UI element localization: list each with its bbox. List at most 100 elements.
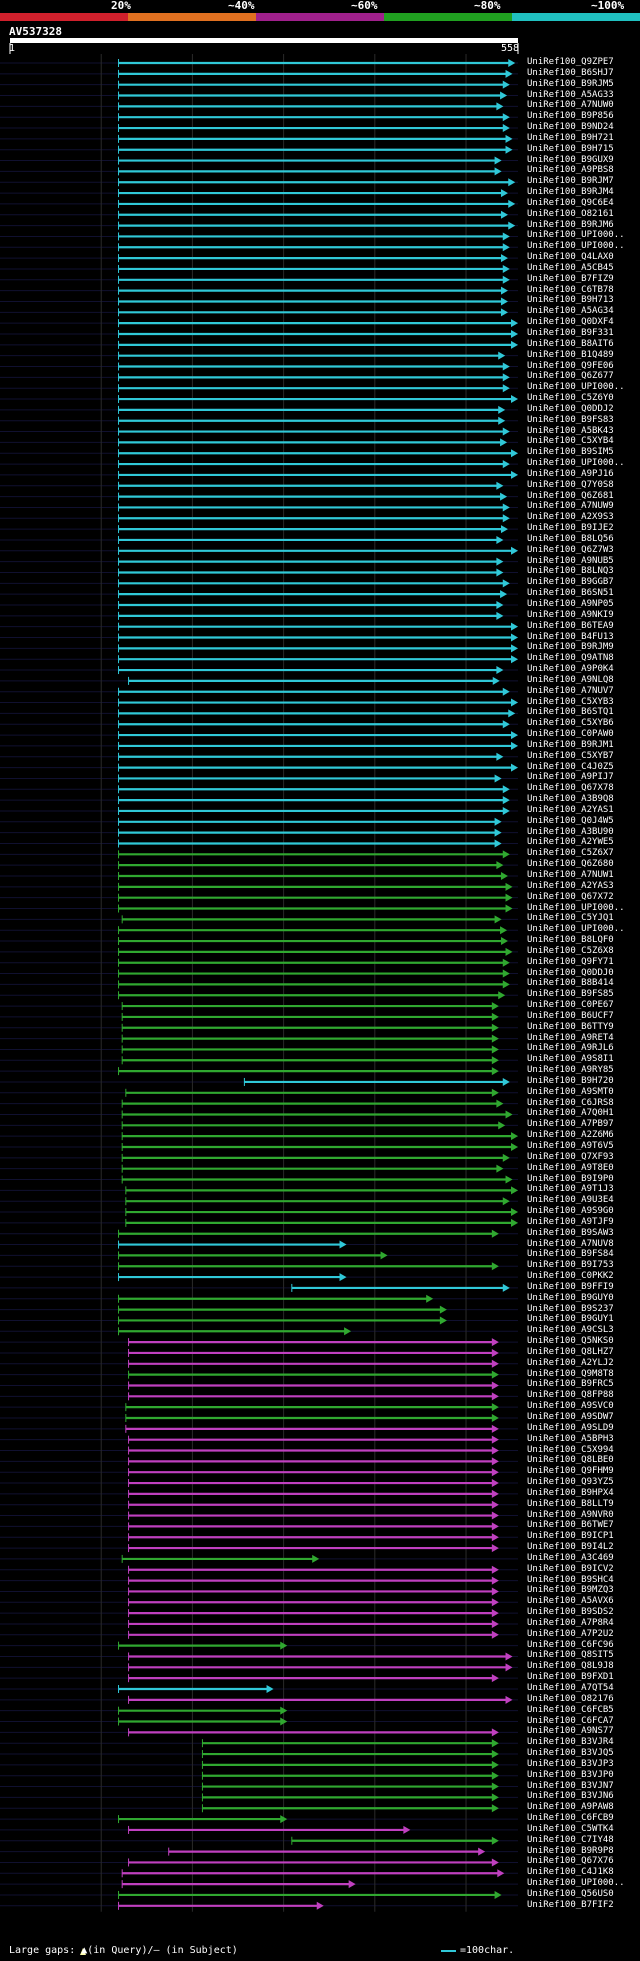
hit-label[interactable]: UniRef100_B6TTY9 (527, 1021, 614, 1032)
hit-label[interactable]: UniRef100_C5XYB7 (527, 750, 614, 761)
hit-label[interactable]: UniRef100_C5X994 (527, 1444, 614, 1455)
hit-label[interactable]: UniRef100_Q9C6E4 (527, 197, 614, 208)
hit-label[interactable]: UniRef100_B3VJP0 (527, 1769, 614, 1780)
hit-label[interactable]: UniRef100_A5AVX6 (527, 1596, 614, 1607)
hit-label[interactable]: UniRef100_C5Z6Y0 (527, 393, 614, 404)
hit-label[interactable]: UniRef100_A5BK43 (527, 425, 614, 436)
hit-label[interactable]: UniRef100_A2YAS3 (527, 880, 614, 891)
hit-label[interactable]: UniRef100_A7NUV7 (527, 685, 614, 696)
hit-label[interactable]: UniRef100_B9HPX4 (527, 1487, 614, 1498)
hit-label[interactable]: UniRef100_B9GGB7 (527, 577, 614, 588)
hit-label[interactable]: UniRef100_A2YWE5 (527, 837, 614, 848)
hit-label[interactable]: UniRef100_A9T8E0 (527, 1162, 614, 1173)
hit-label[interactable]: UniRef100_C6FCA7 (527, 1715, 614, 1726)
hit-label[interactable]: UniRef100_B9SDS2 (527, 1607, 614, 1618)
hit-label[interactable]: UniRef100_A9NLQ8 (527, 674, 614, 685)
hit-label[interactable]: UniRef100_B3VJQ5 (527, 1748, 614, 1759)
hit-label[interactable]: UniRef100_B9ICP1 (527, 1531, 614, 1542)
hit-label[interactable]: UniRef100_Q0J4W5 (527, 815, 614, 826)
hit-label[interactable]: UniRef100_A9CSL3 (527, 1325, 614, 1336)
hit-label[interactable]: UniRef100_B6STQ1 (527, 707, 614, 718)
hit-label[interactable]: UniRef100_A2YLJ2 (527, 1357, 614, 1368)
hit-label[interactable]: UniRef100_A5CB45 (527, 262, 614, 273)
hit-label[interactable]: UniRef100_B3VJN6 (527, 1791, 614, 1802)
hit-label[interactable]: UniRef100_A9RY85 (527, 1065, 614, 1076)
hit-label[interactable]: UniRef100_B8AIT6 (527, 338, 614, 349)
hit-label[interactable]: UniRef100_B8LLT9 (527, 1498, 614, 1509)
hit-label[interactable]: UniRef100_B9FFI9 (527, 1281, 614, 1292)
hit-label[interactable]: UniRef100_Q67X76 (527, 1856, 614, 1867)
hit-label[interactable]: UniRef100_B9FS83 (527, 414, 614, 425)
hit-label[interactable]: UniRef100_Q9FE06 (527, 360, 614, 371)
hit-label[interactable]: UniRef100_A9S8I1 (527, 1054, 614, 1065)
hit-label[interactable]: UniRef100_Q56US0 (527, 1888, 614, 1899)
hit-label[interactable]: UniRef100_C6TB78 (527, 284, 614, 295)
hit-label[interactable]: UniRef100_A7NUV8 (527, 1238, 614, 1249)
hit-label[interactable]: UniRef100_B7FIZ9 (527, 273, 614, 284)
hit-label[interactable]: UniRef100_C5YJQ1 (527, 913, 614, 924)
hit-label[interactable]: UniRef100_A9RET4 (527, 1032, 614, 1043)
hit-label[interactable]: UniRef100_A7QT54 (527, 1683, 614, 1693)
hit-label[interactable]: UniRef100_B1Q489 (527, 349, 614, 360)
hit-label[interactable]: UniRef100_O82176 (527, 1693, 614, 1704)
hit-label[interactable]: UniRef100_B9F331 (527, 328, 614, 338)
hit-label[interactable]: UniRef100_B6TWE7 (527, 1520, 614, 1531)
hit-label[interactable]: UniRef100_A9SLD9 (527, 1422, 614, 1433)
hit-label[interactable]: UniRef100_A7Q0H1 (527, 1108, 614, 1119)
hit-label[interactable]: UniRef100_A9NUB5 (527, 555, 614, 566)
hit-label[interactable]: UniRef100_B6UCF7 (527, 1010, 614, 1021)
hit-label[interactable]: UniRef100_B9FS84 (527, 1249, 614, 1260)
hit-label[interactable]: UniRef100_B9I753 (527, 1260, 614, 1271)
hit-label[interactable]: UniRef100_Q6Z7W3 (527, 544, 614, 555)
hit-label[interactable]: UniRef100_B9IJE2 (527, 523, 614, 534)
hit-label[interactable]: UniRef100_A9NVR0 (527, 1509, 614, 1520)
hit-label[interactable]: UniRef100_B8LNQ3 (527, 566, 614, 577)
hit-label[interactable]: UniRef100_C5XYB4 (527, 436, 614, 447)
hit-label[interactable]: UniRef100_C4J0Z5 (527, 761, 614, 772)
hit-label[interactable]: UniRef100_Q0DDJ2 (527, 403, 614, 414)
hit-label[interactable]: UniRef100_A9TJF9 (527, 1216, 614, 1227)
hit-label[interactable]: UniRef100_C5XYB3 (527, 696, 614, 707)
hit-label[interactable]: UniRef100_A3BU90 (527, 826, 614, 837)
hit-label[interactable]: UniRef100_Q93YZ5 (527, 1477, 614, 1488)
hit-label[interactable]: UniRef100_B9RJM9 (527, 642, 614, 653)
hit-label[interactable]: UniRef100_C5Z6X8 (527, 945, 614, 956)
hit-label[interactable]: UniRef100_C5Z6X7 (527, 848, 614, 859)
hit-label[interactable]: UniRef100_A2YAS1 (527, 804, 614, 815)
hit-label[interactable]: UniRef100_Q0DXF4 (527, 317, 614, 328)
hit-label[interactable]: UniRef100_B9ND24 (527, 122, 614, 133)
hit-label[interactable]: UniRef100_UPI000.. (527, 924, 625, 935)
hit-label[interactable]: UniRef100_B3VJN7 (527, 1780, 614, 1791)
hit-label[interactable]: UniRef100_A3C469 (527, 1552, 614, 1563)
hit-label[interactable]: UniRef100_A5AG34 (527, 306, 614, 317)
hit-label[interactable]: UniRef100_B6SHJ7 (527, 67, 614, 78)
hit-label[interactable]: UniRef100_Q0DDJ0 (527, 967, 614, 978)
hit-label[interactable]: UniRef100_A9SVC0 (527, 1401, 614, 1412)
hit-label[interactable]: UniRef100_Q9ATN8 (527, 653, 614, 664)
hit-label[interactable]: UniRef100_Q6Z680 (527, 859, 614, 870)
hit-label[interactable]: UniRef100_A9PJ16 (527, 468, 614, 479)
hit-label[interactable]: UniRef100_C6JRS8 (527, 1097, 614, 1108)
hit-label[interactable]: UniRef100_B9FS85 (527, 989, 614, 1000)
hit-label[interactable]: UniRef100_Q5NKS0 (527, 1336, 614, 1347)
hit-label[interactable]: UniRef100_B3VJR4 (527, 1737, 614, 1748)
hit-label[interactable]: UniRef100_A9S9G0 (527, 1206, 614, 1217)
hit-label[interactable]: UniRef100_A9SDW7 (527, 1412, 614, 1422)
hit-label[interactable]: UniRef100_B9R9P8 (527, 1845, 614, 1856)
hit-label[interactable]: UniRef100_Q9FHM9 (527, 1466, 614, 1477)
hit-label[interactable]: UniRef100_C5WTK4 (527, 1823, 614, 1834)
hit-label[interactable]: UniRef100_A9NP05 (527, 599, 614, 609)
hit-label[interactable]: UniRef100_C7IY48 (527, 1834, 614, 1845)
hit-label[interactable]: UniRef100_B9H721 (527, 132, 614, 143)
hit-label[interactable]: UniRef100_A9RJL6 (527, 1043, 614, 1054)
hit-label[interactable]: UniRef100_UPI000.. (527, 902, 625, 913)
hit-label[interactable]: UniRef100_Q8LBE0 (527, 1455, 614, 1466)
hit-label[interactable]: UniRef100_C6FC96 (527, 1639, 614, 1650)
hit-label[interactable]: UniRef100_Q4LAX0 (527, 252, 614, 263)
hit-label[interactable]: UniRef100_A7NUW9 (527, 501, 614, 512)
hit-label[interactable]: UniRef100_A2Z6M6 (527, 1130, 614, 1141)
hit-label[interactable]: UniRef100_UPI000.. (527, 230, 625, 241)
hit-label[interactable]: UniRef100_UPI000.. (527, 241, 625, 252)
hit-label[interactable]: UniRef100_B9RJM5 (527, 78, 614, 89)
hit-label[interactable]: UniRef100_B9RJM1 (527, 739, 614, 750)
